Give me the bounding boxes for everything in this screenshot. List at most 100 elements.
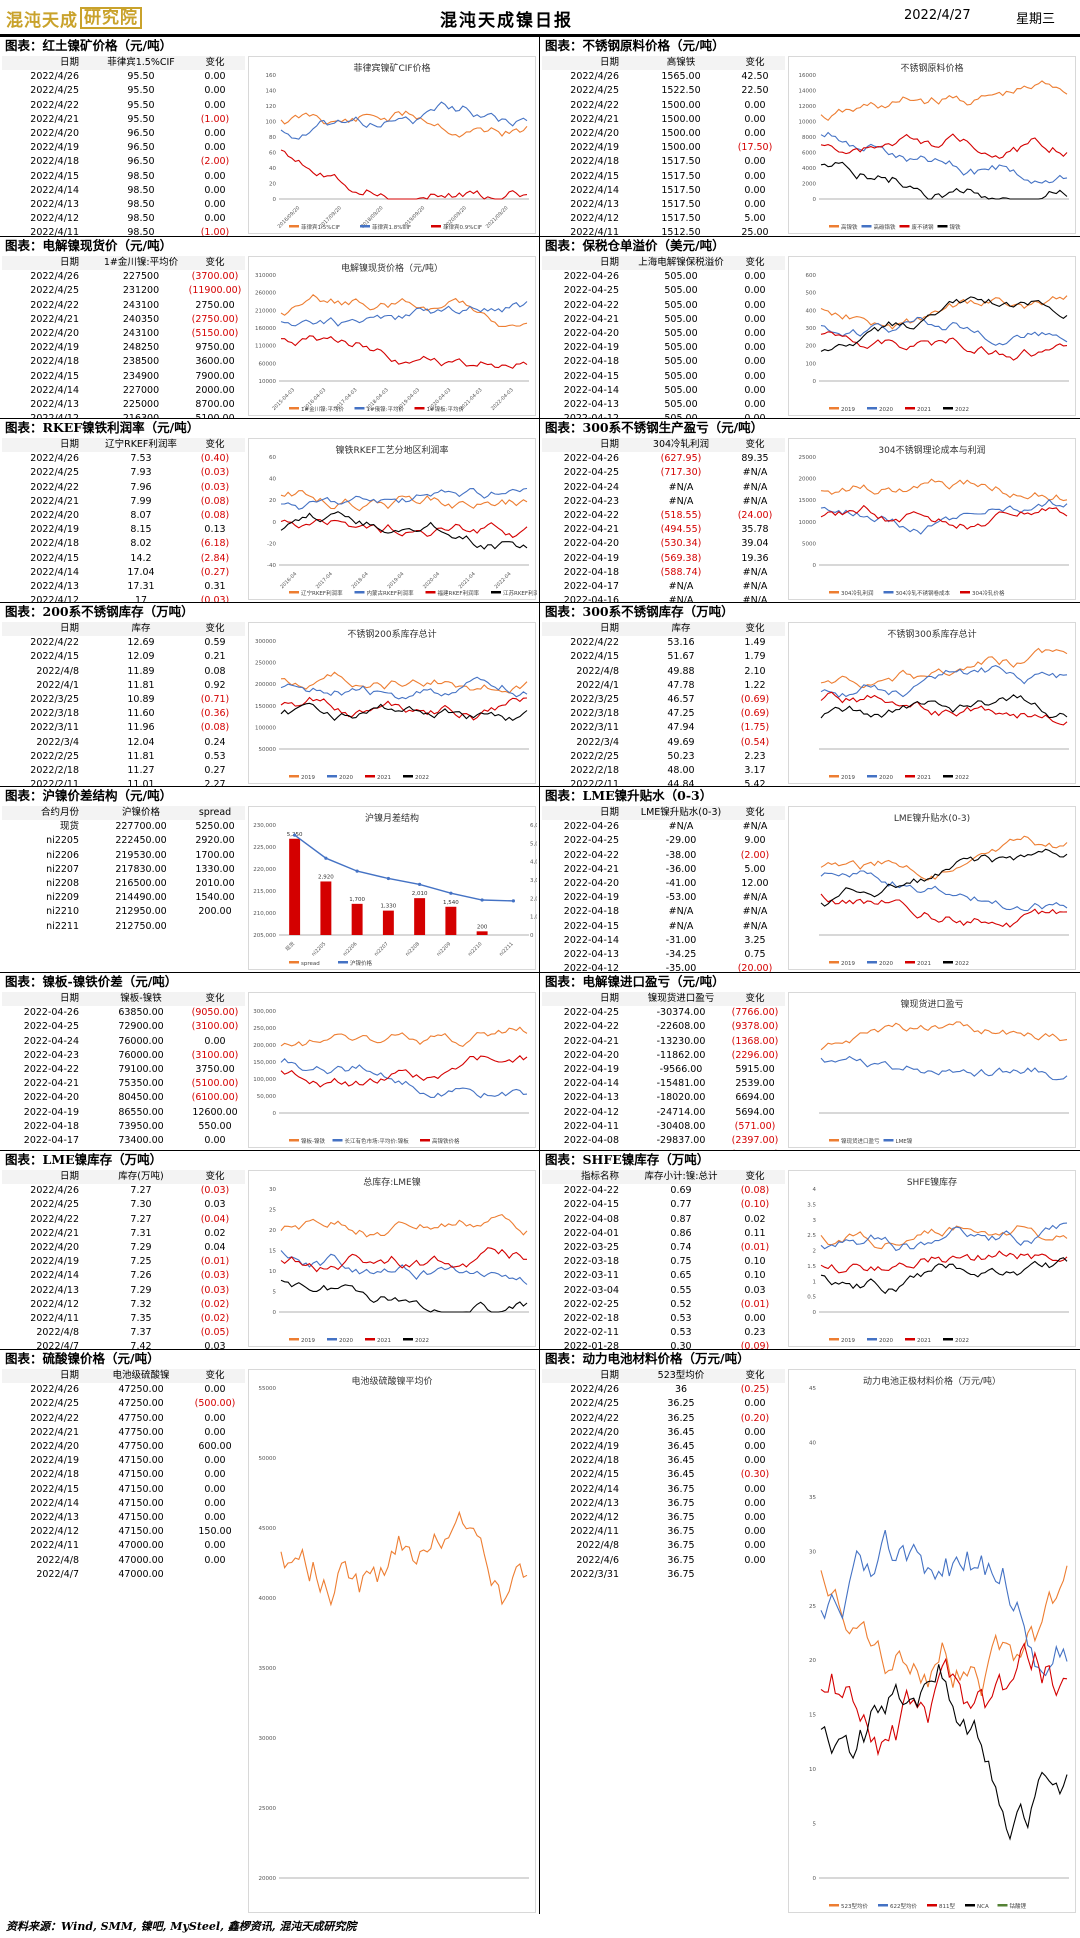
table-cell: 0.52 — [670, 1298, 692, 1310]
table-cell: 2022-04-08 — [563, 1213, 619, 1225]
chart-title: LME镍升贴水(0-3) — [893, 814, 971, 824]
table-cell: 2022/3/25 — [570, 694, 619, 706]
table-cell: (1.00) — [200, 113, 230, 125]
series-line — [820, 1257, 1068, 1295]
y-tick-label: 40 — [269, 166, 276, 172]
panel-title: 图表：镍板-镍铁价差（元/吨） — [5, 974, 178, 989]
column-header: 日期 — [542, 992, 637, 1007]
legend-swatch — [997, 1904, 1008, 1907]
legend-swatch — [289, 225, 299, 228]
chart-p13: 30 25 20 15 10 5 0 2019 2020 2021 2022 总库存:LME镍 — [248, 1170, 536, 1347]
series-line — [820, 691, 1068, 726]
table-row: 2022/4/11 47000.00 0.00 — [2, 1539, 245, 1553]
y-tick-label: 50000 — [259, 1456, 277, 1462]
table-cell: 47250.00 — [118, 1384, 164, 1396]
table-cell: -30408.00 — [656, 1120, 706, 1132]
table-row: 2022-04-22 79100.00 3750.00 — [2, 1063, 245, 1077]
table-row: 2022/2/18 11.27 0.27 — [2, 764, 245, 778]
table-cell: 1330.00 — [195, 863, 235, 875]
series-line — [820, 1222, 1068, 1252]
table-cell: 248250 — [122, 342, 160, 354]
table-cell: -38.00 — [665, 849, 697, 861]
series-line — [280, 518, 528, 539]
table-cell: 47.25 — [667, 708, 695, 720]
table-cell: (571.00) — [734, 1120, 776, 1132]
y-tick-label: 50,000 — [257, 1094, 277, 1100]
y-tick-label: 300000 — [255, 639, 276, 645]
column-header: 变化 — [725, 1170, 785, 1185]
panel-p2: 图表：不锈钢原料价格（元/吨） 日期 高镍铁 变化 2022/4/26 1565.00 42… — [540, 36, 1080, 236]
table-cell: 2022/4/1 — [576, 679, 619, 691]
table-cell: 2022/4/15 — [30, 370, 79, 382]
data-table: 日期 镍板-镍铁 变化 2022-04-26 63850.00 (9050.00) 2022… — [2, 992, 245, 1150]
legend-swatch — [425, 591, 436, 594]
table-cell: (0.08) — [200, 510, 230, 522]
panel-p10: 图表：LME镍升贴水（0-3） 日期 LME镍升贴水(0-3) 变化 2022-04-2… — [540, 786, 1080, 972]
y-tick-label: 30 — [809, 1549, 816, 1555]
table-cell: 14.2 — [130, 552, 152, 564]
table-cell: 2022-04-15 — [563, 920, 619, 932]
y-tick-label: 25 — [809, 1604, 816, 1610]
column-header: 日期 — [2, 256, 97, 271]
table-cell: (0.08) — [740, 1185, 770, 1197]
table-cell: (20.00) — [737, 963, 773, 972]
table-cell: 243100 — [122, 299, 160, 311]
table-cell: 95.50 — [127, 85, 155, 97]
table-cell: (2296.00) — [731, 1049, 779, 1061]
table-cell: (0.01) — [740, 1298, 770, 1310]
table-cell: 6694.00 — [735, 1092, 775, 1104]
table-cell: 47.78 — [667, 679, 695, 691]
table-cell: 36.45 — [667, 1441, 695, 1453]
table-cell: 1517.50 — [661, 199, 701, 211]
table-cell: 5.00 — [744, 213, 766, 225]
table-cell: 12.69 — [127, 637, 155, 649]
table-cell: 12.00 — [741, 878, 769, 890]
table-header: 日期 1#金川镍:平均价 变化 — [2, 256, 245, 271]
table-row: ni2211 212750.00 — [2, 920, 245, 934]
table-cell: 2022/4/12 — [30, 1526, 79, 1538]
report-weekday: 星期三 — [1016, 12, 1056, 27]
table-cell: 2022/4/22 — [570, 1412, 619, 1424]
table-cell: 5694.00 — [735, 1106, 775, 1118]
table-cell: 47250.00 — [118, 1398, 164, 1410]
legend-swatch — [829, 1139, 839, 1142]
y-tick-label: 3 — [813, 1218, 817, 1224]
table-cell: 1.49 — [744, 637, 766, 649]
y-tick-label: 8000 — [802, 135, 816, 141]
table-cell: 63850.00 — [118, 1007, 164, 1019]
table-row: 2022/4/7 47000.00 — [2, 1568, 245, 1582]
table-cell: 1517.50 — [661, 170, 701, 182]
table-cell: 2022/4/1 — [36, 679, 79, 691]
table-cell: #N/A — [742, 595, 768, 602]
table-row: 2022-04-21 (494.55) 35.78 — [542, 523, 785, 537]
y-tick-label: 310000 — [255, 273, 276, 279]
y-tick-label: 15 — [809, 1713, 816, 1719]
table-cell: (518.55) — [660, 510, 702, 522]
table-cell: (0.08) — [200, 495, 230, 507]
table-cell: 10.89 — [127, 694, 155, 706]
table-cell: 47150.00 — [118, 1455, 164, 1467]
table-cell — [725, 1568, 785, 1582]
table-cell: 1565.00 — [661, 71, 701, 83]
table-cell: 2022/3/4 — [576, 736, 619, 748]
column-header: 变化 — [185, 1170, 245, 1185]
x-tick-label: 2018-04 — [351, 571, 370, 590]
table-cell: 0.00 — [744, 1540, 766, 1552]
table-row: 2022/4/12 17 (0.03) — [2, 594, 245, 602]
table-cell: 2022/4/11 — [30, 1540, 79, 1552]
table-cell: 2022/4/20 — [570, 1426, 619, 1438]
table-cell: 现货 — [59, 821, 79, 833]
table-cell: 7900.00 — [195, 370, 235, 382]
table-cell: ni2210 — [46, 906, 79, 918]
series-line — [820, 694, 1068, 719]
table-row: 2022-04-22 505.00 0.00 — [542, 299, 785, 313]
x-tick-label: 2022-04-03 — [490, 387, 515, 412]
y-tick-label: 0 — [813, 1310, 817, 1316]
table-cell: 2022/4/19 — [30, 1455, 79, 1467]
chart-title: 304不锈钢理论成本与利润 — [878, 446, 986, 456]
table-cell: 0.00 — [744, 1483, 766, 1495]
series-line — [820, 1565, 1068, 1697]
table-cell: 2022/4/19 — [30, 1256, 79, 1268]
table-row: 2022/4/12 47150.00 150.00 — [2, 1525, 245, 1539]
